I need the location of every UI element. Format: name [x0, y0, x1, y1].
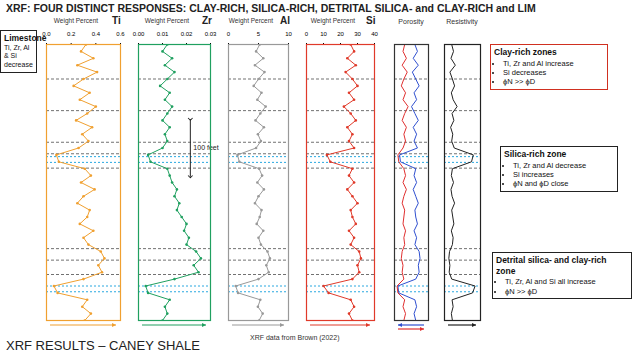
svg-text:0.4: 0.4: [92, 31, 101, 37]
svg-text:0.02: 0.02: [181, 31, 193, 37]
svg-text:5: 5: [257, 31, 261, 37]
svg-text:30: 30: [354, 31, 361, 37]
svg-text:100 feet: 100 feet: [193, 144, 218, 151]
svg-text:10: 10: [320, 31, 327, 37]
svg-text:0.01: 0.01: [157, 31, 169, 37]
svg-text:0.03: 0.03: [205, 31, 217, 37]
svg-text:0.00: 0.00: [133, 31, 145, 37]
svg-text:40: 40: [371, 31, 378, 37]
svg-text:0: 0: [227, 31, 231, 37]
svg-text:10: 10: [285, 31, 292, 37]
svg-text:0: 0: [305, 31, 309, 37]
svg-text:0.6: 0.6: [116, 31, 125, 37]
svg-text:20: 20: [337, 31, 344, 37]
svg-text:0.2: 0.2: [67, 31, 76, 37]
